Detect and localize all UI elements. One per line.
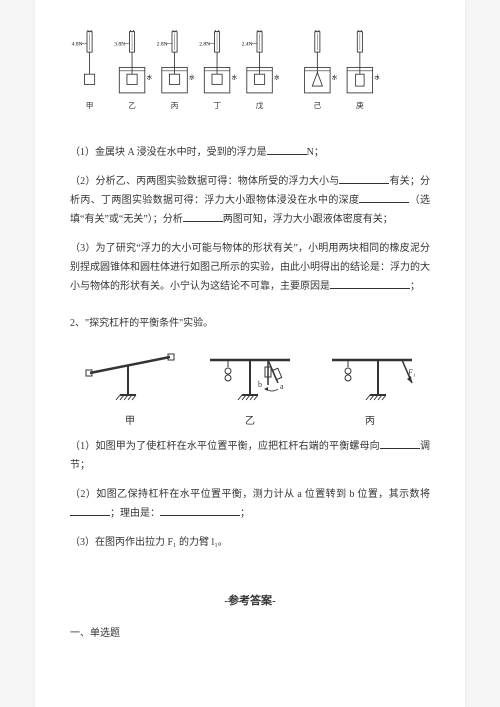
blank [160,505,240,516]
beaker-unit: 2.8N 水 丙 [155,30,194,111]
svg-text:2.4N: 2.4N [242,41,253,47]
buoyancy-figure: 4.8N 甲 3.8N 水 乙 [70,30,376,111]
q2-2-b: ；理由是： [110,508,160,519]
svg-text:a: a [280,382,284,391]
question-1-1: （1）金属块 A 浸没在水中时，受到的浮力是 N； [70,143,430,162]
lever-yi: b a 乙 [200,345,300,427]
q1-2-d: 两图可知，浮力大小跟液体密度有关； [223,214,393,225]
question-2-3: （3）在图丙作出拉力 F₁ 的力臂 l₁。 [70,533,430,552]
q2-2-c: ； [240,508,250,519]
blank [183,211,223,222]
blank [267,144,307,155]
svg-text:水: 水 [332,73,337,81]
blank [330,278,410,289]
question-1-3: （3）为了研究“浮力的大小可能与物体的形状有关”，小明用两块相同的橡皮泥分别捏成… [70,239,430,296]
blank [380,438,420,449]
beaker-unit: 水 庚 [340,30,379,111]
blank [70,505,110,516]
lever-label-yi: 乙 [200,412,300,427]
beaker-unit: 2.8N 水 丁 [198,30,237,111]
question-2-2: （2）如图乙保持杠杆在水平位置平衡，测力计从 a 位置转到 b 位置，其示数将 ；… [70,485,430,523]
svg-text:水: 水 [232,73,237,81]
beaker-unit: 3.8N 水 乙 [113,30,152,111]
svg-text:4.8N: 4.8N [72,41,83,47]
q2-1-a: （1）如图甲为了使杠杆在水平位置平衡，应把杠杆右端的平衡螺母向 [70,441,380,452]
answer-header: -参考答案- [70,592,430,608]
question-1-2: （2）分析乙、丙两图实验数据可得：物体所受的浮力大小与有关；分析丙、丁两图实验数… [70,172,430,229]
q1-2-a: （2）分析乙、丙两图实验数据可得：物体所受的浮力大小与 [70,176,339,187]
answer-section-1: 一、单选题 [70,624,430,639]
blank [339,173,389,184]
beaker-unit: 4.8N 甲 [70,30,109,111]
q1-1-b: N； [307,147,324,158]
lever-label-jia: 甲 [80,412,180,427]
lever-bing: F₁ 丙 [320,345,420,427]
question-2-1: （1）如图甲为了使杠杆在水平位置平衡，应把杠杆右端的平衡螺母向调节； [70,437,430,475]
svg-text:F₁: F₁ [407,368,416,377]
svg-text:3.8N: 3.8N [114,41,125,47]
svg-text:2.8N: 2.8N [199,41,210,47]
q2-2-a: （2）如图乙保持杠杆在水平位置平衡，测力计从 a 位置转到 b 位置，其示数将 [70,489,430,500]
svg-text:2.8N: 2.8N [157,41,168,47]
svg-text:水: 水 [274,73,279,81]
svg-text:水: 水 [147,73,152,81]
svg-text:水: 水 [189,73,194,81]
question-2-title: 2、"探究杠杆的平衡条件"实验。 [70,314,430,333]
blank [359,192,409,203]
beaker-unit: 水 己 [298,30,337,111]
q1-1-a: （1）金属块 A 浸没在水中时，受到的浮力是 [70,147,267,158]
q1-3-b: ； [410,281,420,292]
svg-text:b: b [258,380,262,389]
lever-label-bing: 丙 [320,412,420,427]
svg-text:水: 水 [374,73,379,81]
beaker-unit: 2.4N 水 戊 [240,30,279,111]
lever-jia: 甲 [80,345,180,427]
lever-figure: 甲 b a 乙 [70,345,430,427]
